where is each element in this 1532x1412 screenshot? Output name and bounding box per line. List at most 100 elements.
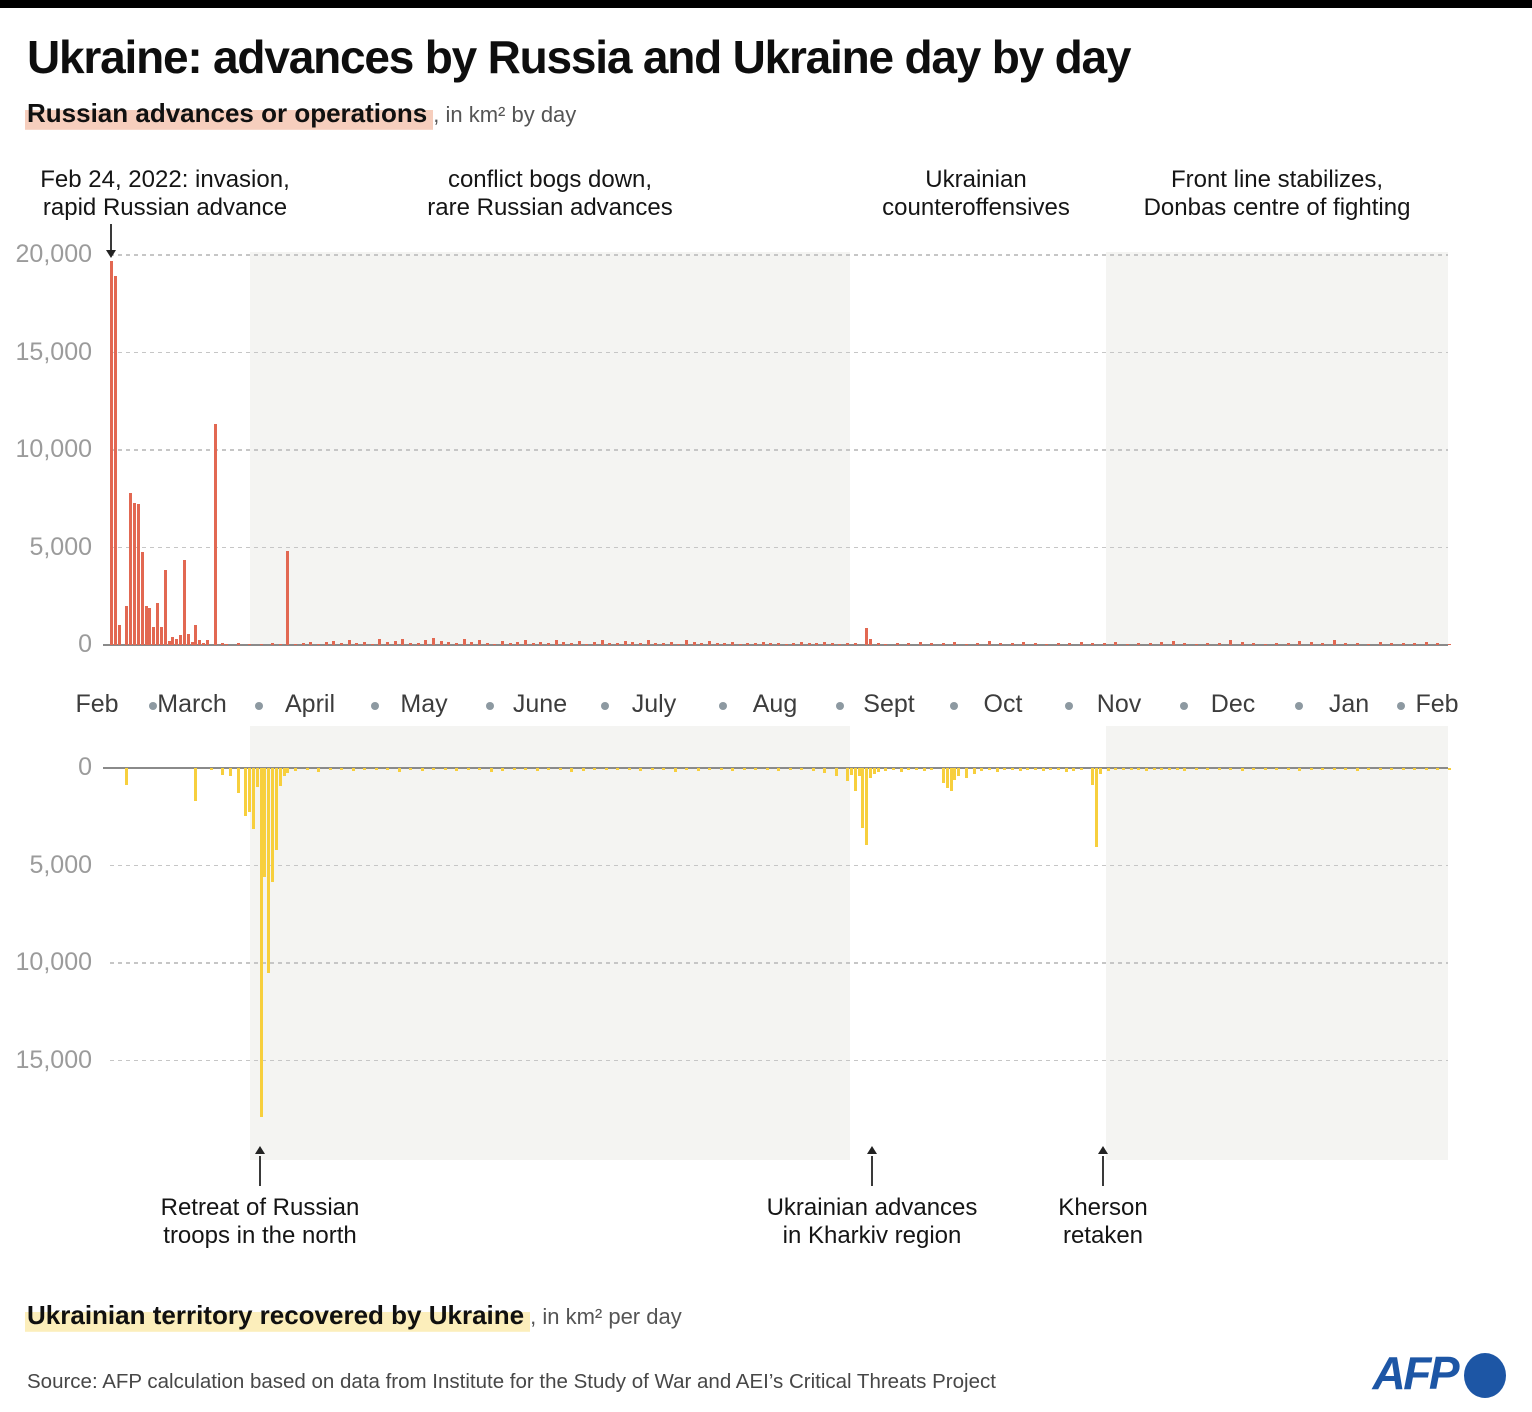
bar xyxy=(248,643,252,645)
bar xyxy=(478,768,482,770)
up-arrowhead-icon xyxy=(1098,1146,1108,1154)
bar xyxy=(259,643,263,645)
bar xyxy=(892,768,896,770)
bar xyxy=(1355,768,1359,771)
bar xyxy=(815,643,819,645)
bar xyxy=(202,643,205,645)
afp-logo-text: AFP xyxy=(1372,1347,1460,1399)
bar xyxy=(1137,643,1141,645)
bar xyxy=(915,768,919,770)
up-arrow-icon xyxy=(871,1156,873,1186)
up-arrowhead-icon xyxy=(255,1146,265,1154)
bar xyxy=(811,768,815,771)
bar xyxy=(424,640,428,645)
source-note: Source: AFP calculation based on data fr… xyxy=(27,1370,996,1393)
annotation-line: conflict bogs down, xyxy=(447,166,653,193)
bar xyxy=(148,608,152,645)
month-label: July xyxy=(631,690,677,718)
bar xyxy=(1114,642,1118,645)
bar xyxy=(846,768,850,782)
bar xyxy=(1448,768,1451,770)
bar xyxy=(865,768,869,846)
bar xyxy=(466,768,470,771)
bar xyxy=(409,768,413,770)
bar xyxy=(1079,642,1083,645)
month-separator-dot-icon xyxy=(371,702,379,710)
bar xyxy=(1217,768,1221,771)
bar xyxy=(1229,640,1233,645)
bar xyxy=(972,768,976,774)
gridline xyxy=(110,864,1448,867)
bar xyxy=(1252,768,1256,770)
bar xyxy=(623,641,627,645)
bar xyxy=(317,643,321,645)
legend-ukraine: Ukrainian territory recovered by Ukraine… xyxy=(25,1298,682,1334)
bar xyxy=(347,640,351,645)
gridline xyxy=(110,1059,1448,1062)
bar xyxy=(1275,642,1279,645)
bar xyxy=(374,768,378,770)
bar xyxy=(1252,643,1256,645)
bar xyxy=(113,276,117,645)
bar xyxy=(117,624,121,645)
bar xyxy=(255,768,259,787)
y-tick-label: 5,000 xyxy=(29,850,92,879)
bar xyxy=(1091,768,1095,785)
bar xyxy=(738,643,742,645)
phase-band xyxy=(250,726,850,1160)
bar xyxy=(754,768,758,771)
bar xyxy=(1026,768,1030,770)
bar xyxy=(761,642,765,645)
bar xyxy=(570,643,574,645)
bar xyxy=(133,503,136,645)
month-label: Sept xyxy=(863,690,915,718)
bar xyxy=(616,642,620,645)
bar xyxy=(872,768,876,774)
y-tick-label: 0 xyxy=(78,752,92,781)
bar xyxy=(1309,768,1313,770)
annotation-retreat-north: Retreat of Russian troops in the north xyxy=(161,1194,360,1249)
bar xyxy=(662,643,666,645)
bar xyxy=(508,643,512,645)
bar xyxy=(186,633,190,645)
bar xyxy=(558,768,562,770)
bar xyxy=(639,768,643,771)
month-separator-dot-icon xyxy=(1397,702,1405,710)
bar xyxy=(650,768,654,770)
bar xyxy=(980,768,984,771)
bar xyxy=(1286,768,1290,770)
bar xyxy=(190,641,194,645)
annotation-line: rare Russian advances xyxy=(427,193,673,221)
bar xyxy=(156,602,159,645)
bar xyxy=(953,642,957,645)
bar xyxy=(1436,643,1440,645)
bar xyxy=(470,642,474,645)
bar xyxy=(1344,642,1348,645)
bar xyxy=(1114,768,1118,770)
bar xyxy=(562,642,566,645)
bar xyxy=(1194,768,1198,770)
bar xyxy=(1194,643,1198,645)
bar xyxy=(941,643,945,645)
down-arrow-icon xyxy=(110,224,112,250)
bar xyxy=(788,768,792,770)
bar xyxy=(846,642,850,645)
bar xyxy=(1332,768,1336,771)
bar xyxy=(581,768,585,771)
bar xyxy=(531,642,535,645)
bar xyxy=(1056,642,1060,645)
bar xyxy=(1413,768,1417,770)
gridline xyxy=(110,449,1448,451)
bar xyxy=(485,642,489,645)
month-separator-dot-icon xyxy=(1065,702,1073,710)
bar xyxy=(731,768,735,771)
bar xyxy=(1424,768,1428,770)
x-axis-top-chart xyxy=(103,644,1448,646)
bar xyxy=(964,768,968,778)
bar xyxy=(784,643,788,645)
annotation-kherson: Kherson retaken xyxy=(1058,1194,1147,1249)
bar xyxy=(823,768,827,773)
bar xyxy=(363,768,367,770)
bar xyxy=(907,642,911,645)
bar xyxy=(1390,643,1394,645)
